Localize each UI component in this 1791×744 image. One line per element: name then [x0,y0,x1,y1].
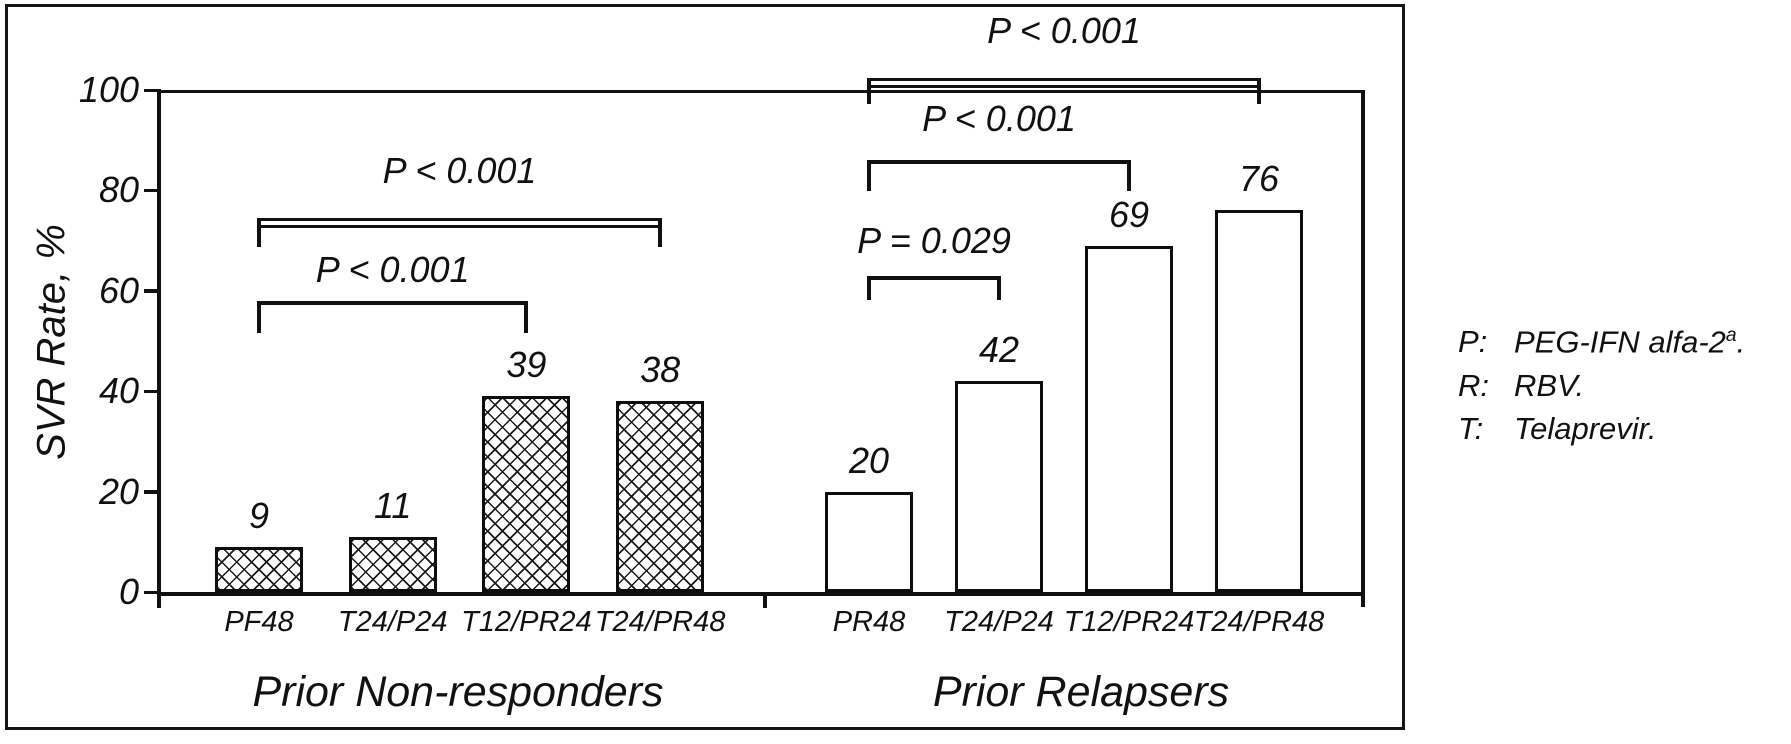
plot-top-border [157,90,1365,94]
y-tick-label: 100 [78,69,139,110]
group-label: Prior Non-responders [252,668,664,716]
bar-value-label: 20 [848,439,890,481]
x-category-label: T24/P24 [944,606,1054,638]
significance-bracket [867,275,1001,280]
legend-row: T: Telaprevir. [1458,413,1745,446]
group-label: Prior Relapsers [932,668,1230,716]
x-category-label: T24/PR48 [594,606,726,638]
y-axis-tick [144,490,161,494]
bar-PF48 [215,546,303,592]
y-axis-line [157,90,161,608]
bracket-end-tick [257,300,261,333]
bracket-end-tick [867,275,871,300]
p-value-label: P < 0.001 [315,248,470,290]
x-category-label: PR48 [832,606,906,638]
bar-value-label: 42 [978,329,1020,371]
p-value-label: P < 0.001 [987,10,1141,52]
bar-value-label: 76 [1238,158,1280,200]
x-axis-line [157,592,1365,596]
p-value-label: P < 0.001 [922,98,1076,140]
x-category-label: T24/PR48 [1193,606,1325,638]
legend-definition: PEG-IFN alfa-2a. [1514,324,1746,360]
legend-row: R: RBV. [1458,367,1745,403]
y-axis-tick [144,289,161,293]
x-category-label: T24/P24 [337,606,448,638]
bracket-end-tick [257,218,261,247]
y-axis-tick [144,188,161,193]
y-tick-label: 80 [98,169,139,211]
abbreviation-legend: P: PEG-IFN alfa-2a. R: RBV. T: Telaprevir. [1458,324,1746,457]
y-axis-tick [144,590,161,594]
y-tick-label: 60 [98,269,139,311]
bar-T12/PR24 [482,396,571,592]
bar-PR48 [825,491,913,592]
bracket-end-tick [658,218,663,247]
significance-bracket [867,160,1131,165]
bar-T24/P24 [348,536,437,592]
p-value-label: P < 0.001 [382,150,537,191]
legend-abbreviation: R: [1458,367,1489,403]
bracket-end-tick [524,300,529,333]
bar-T24/PR48 [1215,210,1303,592]
y-tick-label: 40 [98,370,139,412]
y-axis-tick [144,88,161,92]
bar-value-label: 9 [248,494,270,536]
bracket-end-tick [997,275,1001,300]
significance-bracket [257,218,663,228]
legend-definition: Telaprevir. [1514,411,1657,447]
bar-T24/PR48 [616,401,705,592]
significance-bracket [867,78,1261,89]
bracket-end-tick [1257,78,1261,105]
x-category-label: T12/PR24 [461,606,592,638]
legend-abbreviation: T: [1458,411,1484,447]
legend-abbreviation: P: [1458,324,1488,359]
y-tick-label: 20 [98,470,139,512]
bracket-end-tick [1127,160,1131,192]
x-category-label: PF48 [224,606,294,638]
p-value-label: P = 0.029 [857,219,1011,261]
legend-row: P: PEG-IFN alfa-2a. [1458,324,1746,360]
y-axis-tick [144,389,161,394]
bar-value-label: 11 [374,484,412,526]
bracket-end-tick [867,78,871,105]
bar-T24/P24 [955,381,1043,592]
plot-right-border [1361,90,1365,607]
bar-value-label: 38 [640,349,681,391]
bar-T12/PR24 [1085,245,1173,592]
y-tick-label: 0 [118,571,139,612]
legend-definition: RBV. [1514,367,1585,403]
bar-value-label: 69 [1108,193,1150,235]
significance-bracket [257,300,529,305]
x-axis-group-separator-tick [763,596,767,608]
bar-value-label: 39 [506,344,547,386]
x-category-label: T12/PR24 [1063,606,1195,638]
bracket-end-tick [867,160,871,192]
